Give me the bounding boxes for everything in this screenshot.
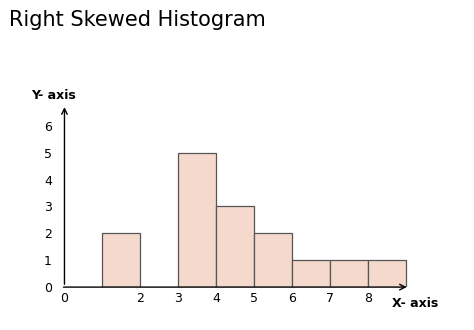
Bar [292, 260, 330, 287]
Bar [254, 233, 292, 287]
Text: Y- axis: Y- axis [31, 89, 75, 102]
Bar [216, 207, 254, 287]
Bar [178, 153, 216, 287]
Text: X- axis: X- axis [392, 296, 438, 310]
Bar [102, 233, 140, 287]
Text: Right Skewed Histogram: Right Skewed Histogram [9, 10, 266, 30]
Bar [330, 260, 368, 287]
Bar [368, 260, 406, 287]
